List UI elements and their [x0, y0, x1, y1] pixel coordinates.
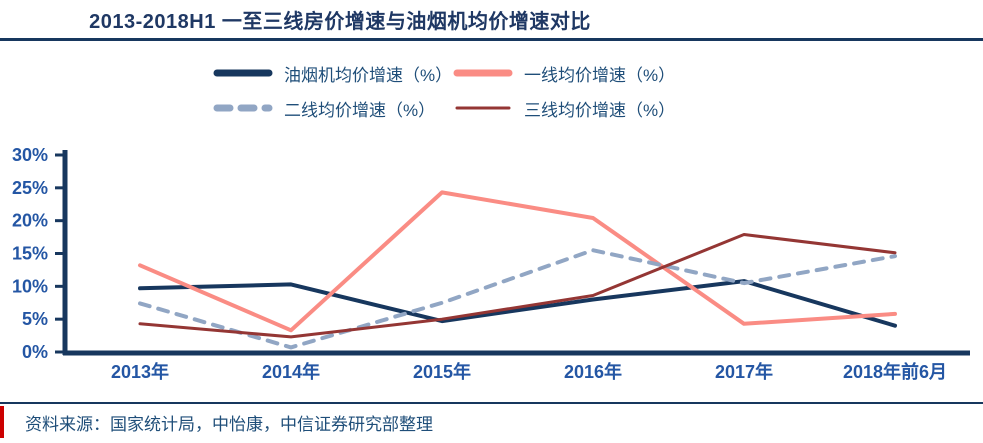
- x-axis-tick-label: 2013年: [111, 361, 169, 382]
- x-axis-tick-label: 2015年: [413, 361, 471, 382]
- x-axis-tick-label: 2018年前6月: [843, 361, 947, 382]
- legend-item-tier1: 一线均价增速（%）: [452, 61, 702, 85]
- series-line: [138, 233, 897, 339]
- series-line: [138, 248, 897, 350]
- y-axis-tick-label: 20%: [12, 211, 48, 231]
- source-accent-bar: [0, 406, 4, 438]
- source-note: 资料来源：国家统计局，中怡康，中信证券研究部整理: [25, 415, 433, 434]
- series-line: [138, 190, 897, 333]
- legend-line-icon: [453, 69, 513, 77]
- legend-item-tier2: 二线均价增速（%）: [212, 96, 452, 120]
- x-axis-tick-label: 2014年: [262, 361, 320, 382]
- chart-legend: 油烟机均价增速（%） 一线均价增速（%） 二线均价增速（%） 三线均价增速（%）: [212, 61, 702, 120]
- title-underline: [0, 38, 983, 41]
- series-line: [138, 279, 897, 328]
- legend-item-range-hood: 油烟机均价增速（%）: [212, 61, 452, 85]
- legend-item-tier3: 三线均价增速（%）: [452, 96, 702, 120]
- legend-label: 一线均价增速（%）: [524, 65, 676, 85]
- footer-divider: [0, 402, 983, 404]
- y-axis-tick-label: 15%: [12, 244, 48, 264]
- legend-label: 三线均价增速（%）: [524, 100, 676, 120]
- legend-dashed-line-icon: [213, 104, 273, 112]
- legend-line-icon: [455, 106, 511, 110]
- y-axis-tick-label: 30%: [12, 145, 48, 165]
- y-axis-tick-label: 5%: [22, 309, 48, 329]
- legend-label: 二线均价增速（%）: [284, 100, 436, 120]
- y-axis-tick-label: 0%: [22, 342, 48, 362]
- x-axis-tick-label: 2016年: [564, 361, 622, 382]
- legend-label: 油烟机均价增速（%）: [284, 65, 453, 85]
- chart-title: 2013-2018H1 一至三线房价增速与油烟机均价增速对比: [89, 11, 591, 33]
- y-axis-tick-label: 25%: [12, 178, 48, 198]
- x-axis-tick-label: 2017年: [715, 361, 773, 382]
- y-axis-tick-label: 10%: [12, 276, 48, 296]
- legend-line-icon: [213, 69, 273, 77]
